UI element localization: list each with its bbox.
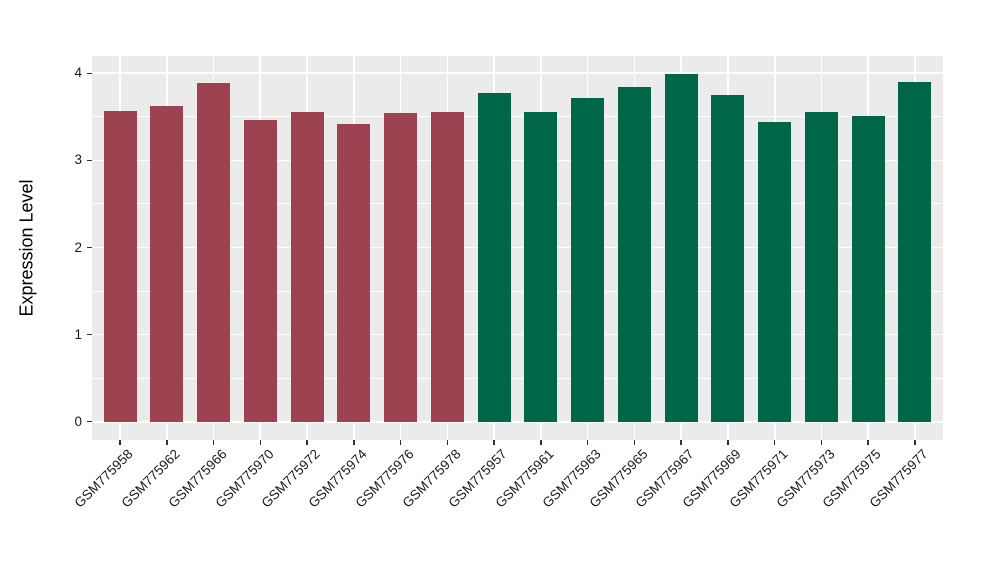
x-tick-mark <box>493 440 495 445</box>
x-tick-mark <box>399 440 402 445</box>
bar-GSM775958 <box>103 110 137 422</box>
major-gridline-h <box>92 246 943 249</box>
bar-GSM775969 <box>711 95 745 422</box>
major-gridline-h <box>92 72 943 75</box>
y-tick-label: 0 <box>74 413 82 429</box>
y-tick-label: 2 <box>74 239 82 255</box>
y-tick-mark <box>86 420 92 423</box>
x-tick-mark <box>586 440 589 445</box>
y-tick-mark <box>86 246 92 249</box>
bar-GSM775957 <box>477 93 511 422</box>
minor-gridline-h <box>92 203 943 205</box>
bar-GSM775970 <box>243 120 277 422</box>
major-gridline-h <box>92 420 943 423</box>
bar-GSM775976 <box>384 113 418 422</box>
x-tick-mark <box>166 440 168 445</box>
bar-GSM775972 <box>290 111 324 422</box>
major-gridline-h <box>92 333 943 336</box>
y-tick-label: 1 <box>74 326 82 342</box>
minor-gridline-h <box>92 377 943 379</box>
bar-GSM775974 <box>337 123 371 422</box>
bar-GSM775973 <box>804 112 838 422</box>
x-tick-mark <box>353 440 355 445</box>
bar-GSM775967 <box>664 74 698 422</box>
major-gridline-h <box>92 159 943 162</box>
y-tick-label: 4 <box>74 65 82 81</box>
x-tick-mark <box>119 440 121 445</box>
bar-GSM775963 <box>571 97 605 422</box>
x-tick-mark <box>773 440 776 445</box>
x-tick-mark <box>914 440 916 445</box>
x-tick-mark <box>680 440 682 445</box>
bar-GSM775975 <box>851 115 885 422</box>
x-tick-mark <box>306 440 308 445</box>
x-tick-mark <box>633 440 636 445</box>
x-tick-mark <box>867 440 869 445</box>
minor-gridline-h <box>92 290 943 292</box>
bar-GSM775962 <box>150 105 184 422</box>
x-tick-mark <box>259 440 262 445</box>
bar-GSM775965 <box>617 87 651 422</box>
y-tick-label: 3 <box>74 152 82 168</box>
bar-GSM775966 <box>197 82 231 422</box>
bar-GSM775961 <box>524 112 558 422</box>
bar-GSM775978 <box>430 112 464 422</box>
x-tick-mark <box>446 440 449 445</box>
x-tick-mark <box>212 440 215 445</box>
bar-GSM775971 <box>758 122 792 422</box>
plot-panel <box>92 56 943 440</box>
x-tick-mark <box>540 440 542 445</box>
x-tick-mark <box>820 440 823 445</box>
x-tick-mark <box>727 440 729 445</box>
minor-gridline-h <box>92 116 943 118</box>
y-tick-mark <box>86 333 92 336</box>
y-tick-mark <box>86 72 92 75</box>
y-tick-mark <box>86 159 92 162</box>
bar-GSM775977 <box>898 82 932 422</box>
y-axis-title: Expression Level <box>16 179 37 317</box>
